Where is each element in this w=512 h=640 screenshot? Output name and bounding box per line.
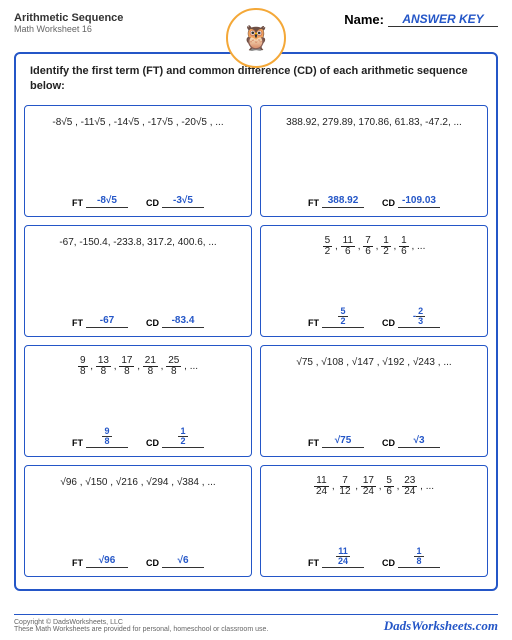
ft-value: √75 <box>322 435 364 448</box>
ft-value: -8√5 <box>86 195 128 208</box>
ft-label: FT <box>72 438 83 448</box>
answer-row: FT1124 CD18 <box>267 547 481 568</box>
sequence-text: 52 , 116 , 76 , 12 , 16 , ... <box>267 236 481 257</box>
cd-value: 12 <box>162 427 204 448</box>
cd-value: √3 <box>398 435 440 448</box>
cd-group: CD18 <box>382 547 440 568</box>
problem-7: √96 , √150 , √216 , √294 , √384 , ...FT√… <box>24 465 252 577</box>
cd-value: -83.4 <box>162 315 204 328</box>
ft-value: 98 <box>86 427 128 448</box>
footer-note: These Math Worksheets are provided for p… <box>14 626 268 633</box>
cd-label: CD <box>146 318 159 328</box>
answer-row: FT√96 CD√6 <box>31 555 245 568</box>
cd-label: CD <box>146 198 159 208</box>
cd-label: CD <box>382 198 395 208</box>
cd-value: -3√5 <box>162 195 204 208</box>
ft-label: FT <box>72 558 83 568</box>
ft-group: FT-67 <box>72 315 128 328</box>
answer-row: FT388.92 CD-109.03 <box>267 195 481 208</box>
cd-label: CD <box>382 318 395 328</box>
sequence-text: 388.92, 279.89, 170.86, 61.83, -47.2, ..… <box>267 116 481 129</box>
ft-group: FT98 <box>72 427 128 448</box>
header-right: Name: ANSWER KEY <box>344 12 498 27</box>
worksheet-page: Arithmetic Sequence Math Worksheet 16 Na… <box>0 0 512 640</box>
ft-group: FT52 <box>308 307 364 328</box>
ft-value: 388.92 <box>322 195 364 208</box>
cd-value: -109.03 <box>398 195 440 208</box>
problem-3: -67, -150.4, -233.8, 317.2, 400.6, ... FT… <box>24 225 252 337</box>
name-label: Name: <box>344 12 384 27</box>
ft-value: -67 <box>86 315 128 328</box>
footer-left: Copyright © DadsWorksheets, LLC These Ma… <box>14 619 268 633</box>
ft-label: FT <box>308 558 319 568</box>
cd-group: CD-23 <box>382 307 440 328</box>
cd-group: CD-109.03 <box>382 195 440 208</box>
cd-value: √6 <box>162 555 204 568</box>
answer-row: FT98 CD12 <box>31 427 245 448</box>
sequence-text: 1124 , 712 , 1724 , 56 , 2324 , ... <box>267 476 481 497</box>
ft-label: FT <box>72 198 83 208</box>
cd-value: 18 <box>398 547 440 568</box>
sequence-text: 98 , 138 , 178 , 218 , 258 , ... <box>31 356 245 377</box>
sequence-text: √96 , √150 , √216 , √294 , √384 , ... <box>31 476 245 489</box>
problem-5: 98 , 138 , 178 , 218 , 258 , ... FT98 CD12 <box>24 345 252 457</box>
header-left: Arithmetic Sequence Math Worksheet 16 <box>14 12 123 34</box>
cd-group: CD√3 <box>382 435 440 448</box>
ft-value: 52 <box>322 307 364 328</box>
worksheet-title: Arithmetic Sequence <box>14 12 123 24</box>
sequence-text: -67, -150.4, -233.8, 317.2, 400.6, ... <box>31 236 245 249</box>
copyright-text: Copyright © DadsWorksheets, LLC <box>14 619 268 626</box>
instructions-text: Identify the first term (FT) and common … <box>24 64 488 95</box>
answer-row: FT-8√5 CD-3√5 <box>31 195 245 208</box>
problem-1: -8√5 , -11√5 , -14√5 , -17√5 , -20√5 , .… <box>24 105 252 217</box>
cd-group: CD-83.4 <box>146 315 204 328</box>
ft-label: FT <box>308 438 319 448</box>
worksheet-subtitle: Math Worksheet 16 <box>14 24 123 34</box>
sequence-text: -8√5 , -11√5 , -14√5 , -17√5 , -20√5 , .… <box>31 116 245 129</box>
cd-group: CD√6 <box>146 555 204 568</box>
answer-row: FT√75 CD√3 <box>267 435 481 448</box>
site-name: DadsWorksheets.com <box>384 618 498 634</box>
cd-label: CD <box>146 558 159 568</box>
ft-label: FT <box>308 318 319 328</box>
owl-logo-icon: 🦉 <box>226 8 286 68</box>
problem-8: 1124 , 712 , 1724 , 56 , 2324 , ... FT112… <box>260 465 488 577</box>
problems-grid: -8√5 , -11√5 , -14√5 , -17√5 , -20√5 , .… <box>24 105 488 577</box>
ft-value: 1124 <box>322 547 364 568</box>
ft-value: √96 <box>86 555 128 568</box>
footer: Copyright © DadsWorksheets, LLC These Ma… <box>14 614 498 634</box>
problem-4: 52 , 116 , 76 , 12 , 16 , ... FT52 CD-23 <box>260 225 488 337</box>
cd-group: CD-3√5 <box>146 195 204 208</box>
cd-label: CD <box>146 438 159 448</box>
ft-group: FT√96 <box>72 555 128 568</box>
ft-group: FT388.92 <box>308 195 364 208</box>
problem-6: √75 , √108 , √147 , √192 , √243 , ...FT√… <box>260 345 488 457</box>
main-content-box: Identify the first term (FT) and common … <box>14 52 498 591</box>
cd-label: CD <box>382 438 395 448</box>
ft-group: FT-8√5 <box>72 195 128 208</box>
sequence-text: √75 , √108 , √147 , √192 , √243 , ... <box>267 356 481 369</box>
ft-group: FT√75 <box>308 435 364 448</box>
ft-group: FT1124 <box>308 547 364 568</box>
answer-row: FT-67 CD-83.4 <box>31 315 245 328</box>
answer-row: FT52 CD-23 <box>267 307 481 328</box>
answer-key-label: ANSWER KEY <box>388 12 498 27</box>
problem-2: 388.92, 279.89, 170.86, 61.83, -47.2, ..… <box>260 105 488 217</box>
ft-label: FT <box>308 198 319 208</box>
cd-value: -23 <box>398 307 440 328</box>
ft-label: FT <box>72 318 83 328</box>
cd-group: CD12 <box>146 427 204 448</box>
cd-label: CD <box>382 558 395 568</box>
